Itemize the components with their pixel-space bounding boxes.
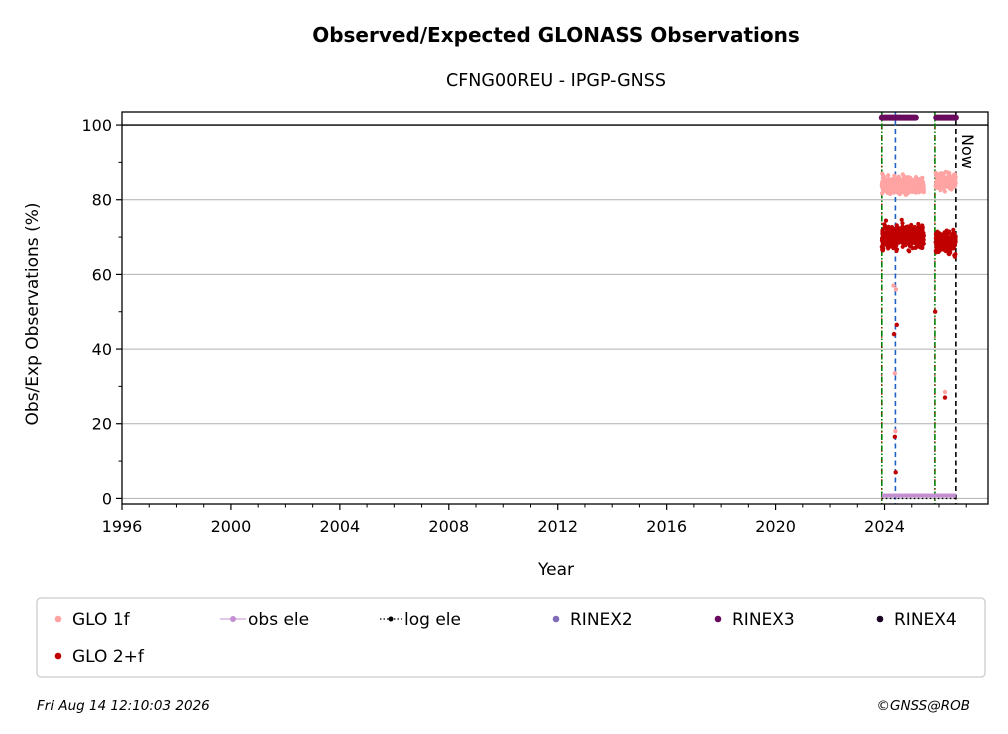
- legend-box: [36, 597, 986, 678]
- series-glo-1f: [879, 169, 958, 434]
- y-tick-label: 80: [92, 191, 112, 210]
- chart-subtitle: CFNG00REU - IPGP-GNSS: [446, 71, 666, 91]
- legend-entry: RINEX4: [876, 610, 957, 630]
- x-tick-label: 2016: [646, 517, 687, 536]
- data-point: [894, 243, 899, 248]
- data-point: [909, 222, 914, 228]
- legend-marker: [54, 615, 62, 623]
- x-tick-label: 2000: [211, 517, 252, 536]
- legend-entry: GLO 2+f: [54, 647, 145, 667]
- data-point: [938, 188, 943, 193]
- data-point: [886, 173, 891, 178]
- outlier-point: [893, 470, 898, 475]
- x-tick-label: 2008: [428, 517, 469, 536]
- data-point: [920, 245, 925, 250]
- data-point: [921, 183, 926, 188]
- now-label: Now: [958, 134, 977, 169]
- outlier-point: [894, 322, 899, 327]
- data-point: [921, 241, 926, 246]
- legend-entry: obs ele: [220, 610, 309, 630]
- outlier-point: [942, 395, 948, 400]
- data-point: [881, 246, 886, 251]
- legend-marker: [552, 615, 560, 623]
- data-point: [921, 237, 926, 242]
- data-point: [947, 229, 952, 234]
- outlier-point: [942, 389, 948, 395]
- plot-frame: [121, 111, 989, 505]
- data-point: [952, 243, 958, 248]
- legend-label: RINEX3: [732, 610, 795, 630]
- y-axis-label: Obs/Exp Observations (%): [23, 203, 43, 426]
- series-glo-2-f: [879, 217, 958, 475]
- outlier-point: [893, 287, 899, 292]
- data-point: [920, 175, 925, 180]
- outlier-point: [893, 429, 898, 434]
- y-tick-label: 0: [102, 489, 112, 508]
- data-point: [953, 174, 958, 179]
- y-tick-label: 100: [81, 116, 112, 135]
- data-point: [921, 180, 926, 185]
- data-point: [921, 188, 926, 193]
- legend-label: GLO 1f: [72, 610, 131, 630]
- data-point: [899, 217, 904, 222]
- x-axis-label: Year: [537, 560, 574, 580]
- legend-entry: GLO 1f: [54, 610, 131, 630]
- data-point: [953, 239, 958, 244]
- x-tick-label: 2004: [320, 517, 361, 536]
- legend-entry: RINEX3: [714, 610, 795, 630]
- x-tick-label: 2024: [864, 517, 905, 536]
- legend-entry: RINEX2: [552, 610, 633, 630]
- data-point: [896, 225, 901, 230]
- y-axis-ticks: 0 20 40 60 80 100: [81, 116, 122, 508]
- legend-label: RINEX4: [894, 610, 957, 630]
- legend-label: RINEX2: [570, 610, 633, 630]
- outlier-point: [891, 331, 897, 337]
- data-point: [953, 252, 958, 257]
- data-point: [947, 171, 952, 176]
- data-point: [920, 225, 925, 230]
- outlier-point: [892, 434, 898, 439]
- y-tick-label: 40: [92, 340, 112, 359]
- y-tick-label: 60: [92, 265, 112, 284]
- chart-title: Observed/Expected GLONASS Observations: [312, 23, 800, 47]
- footer-timestamp: Fri Aug 14 12:10:03 2026: [37, 698, 210, 714]
- data-point: [951, 227, 956, 232]
- outlier-point: [932, 309, 938, 314]
- legend-label: obs ele: [248, 610, 309, 630]
- legend-entry: log ele: [380, 610, 461, 630]
- legend-marker: [714, 615, 722, 623]
- data-point: [880, 229, 885, 234]
- y-tick-label: 20: [92, 415, 112, 434]
- legend-marker: [876, 615, 884, 623]
- footer-credit: ©GNSS@ROB: [877, 698, 971, 714]
- legend-marker: [230, 616, 236, 622]
- data-point: [942, 189, 948, 194]
- data-point: [953, 234, 958, 239]
- outlier-point: [892, 371, 898, 376]
- data-point: [894, 247, 900, 252]
- data-point: [883, 218, 889, 223]
- data-point: [907, 249, 912, 254]
- legend: GLO 1f obs ele log ele RINEX2 RINEX3 RINEX4 GL…: [54, 610, 957, 667]
- legend-marker: [388, 616, 394, 622]
- outlier-point: [891, 283, 896, 288]
- data-point: [953, 181, 958, 186]
- x-tick-label: 1996: [102, 517, 143, 536]
- x-tick-label: 2020: [755, 517, 796, 536]
- x-tick-label: 2012: [537, 517, 578, 536]
- legend-label: log ele: [404, 610, 461, 630]
- data-point: [921, 233, 927, 238]
- data-series: [878, 114, 959, 500]
- legend-label: GLO 2+f: [72, 647, 145, 667]
- data-point: [900, 221, 905, 226]
- x-axis-ticks: 1996 2000 2004 2008 2012 2016 2020 2024: [102, 504, 967, 536]
- grid: [122, 124, 988, 499]
- legend-marker: [54, 652, 62, 660]
